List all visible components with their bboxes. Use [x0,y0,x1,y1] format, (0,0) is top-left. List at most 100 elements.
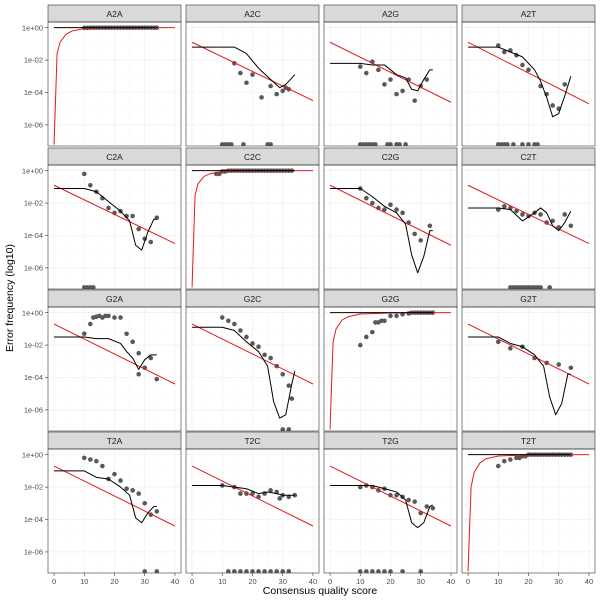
data-point [136,226,141,232]
panel-border-g2a [47,306,182,432]
data-point [538,212,543,217]
nominal-rate-line [467,184,590,245]
data-point [376,569,381,573]
panel-data-c2t [467,184,590,289]
y-tick-label: 1e+00 [22,450,43,459]
y-tick-label: 1e-02 [24,341,43,350]
data-point [388,313,393,319]
panel-data-g2c [191,315,314,431]
data-point [502,458,507,464]
data-point [562,212,568,217]
strip-label-c2c: C2C [244,152,261,162]
panel-data-t2a [53,455,176,573]
y-tick-label: 1e-04 [24,373,43,382]
data-point [259,95,264,100]
data-point [148,239,154,245]
strip-label-g2t: G2T [520,294,537,304]
strip-label-a2a: A2A [106,9,122,19]
data-point [400,88,405,94]
panels-layer: A2A 1e+00 1e-02 1e-04 1e-06 A2C A2G A2T C2A 1e+00… [22,4,596,586]
data-point [154,569,160,573]
panel-c2g: C2G [323,147,458,290]
strip-label-a2t: A2T [521,9,537,19]
fitted-error-line [192,46,296,89]
panel-border-a2g [323,21,458,147]
data-point [502,204,507,209]
data-point [226,569,231,573]
x-tick-label: 40 [309,577,317,586]
data-point [268,83,273,89]
fitted-error-line [468,336,571,416]
data-point [232,321,237,327]
data-point [394,207,399,212]
fitted-error-line [54,470,157,524]
x-tick-label: 20 [524,577,532,586]
data-point [238,491,243,496]
nominal-rate-line [329,465,452,527]
data-point [136,350,141,356]
data-point [382,318,387,324]
data-point [94,458,99,464]
data-point [289,396,295,401]
data-point [124,331,129,337]
x-tick-label: 0 [466,577,470,586]
data-point [502,49,507,55]
data-point [568,365,574,371]
data-point [394,91,399,97]
y-tick-label: 1e-04 [24,231,43,240]
data-point [244,569,249,573]
fitted-error-line [192,326,296,419]
strip-label-g2a: G2A [106,294,123,304]
data-point [238,328,243,333]
x-tick-label: 10 [494,577,502,586]
fitted-error-line [54,188,157,251]
data-point [286,427,292,431]
panel-data-a2t [467,41,590,146]
nominal-rate-line [191,465,314,527]
data-point [274,91,279,97]
x-tick-label: 20 [110,577,118,586]
panel-border-a2a [47,21,182,147]
data-point [520,212,525,217]
strip-label-g2c: G2C [244,294,261,304]
data-point [370,329,375,335]
strip-label-a2c: A2C [244,9,261,19]
data-point [418,569,424,573]
data-point [280,427,286,431]
panel-data-t2t [467,452,589,572]
fitted-error-line [468,46,572,118]
y-tick-label: 1e-04 [24,515,43,524]
data-point [124,486,129,492]
panel-data-t2g [329,465,452,573]
data-point [427,223,433,229]
data-point [268,142,273,146]
data-point [262,569,267,573]
panel-a2c: A2C [185,4,320,147]
data-point [148,355,154,361]
y-tick-label: 1e+00 [22,23,43,32]
data-point [382,82,387,87]
data-point [100,463,105,469]
nominal-rate-line [53,323,176,385]
strip-label-c2a: C2A [106,152,123,162]
y-tick-label: 1e-06 [24,548,43,557]
data-point [88,321,93,327]
data-point [81,171,87,177]
x-axis-title: Consensus quality score [263,585,378,597]
x-tick-label: 30 [417,577,425,586]
data-point [388,77,393,82]
panel-border-c2t [461,164,596,290]
y-tick-label: 1e-02 [24,199,43,208]
data-point [250,569,255,573]
data-point [286,569,292,573]
nominal-rate-line [191,323,314,385]
strip-label-t2t: T2T [521,436,536,446]
x-tick-label: 40 [171,577,179,586]
data-point [238,70,243,76]
panel-border-g2c [185,306,320,432]
data-point [514,208,519,214]
y-tick-label: 1e+00 [22,308,43,317]
x-tick-label: 0 [328,577,332,586]
data-point [418,238,424,243]
